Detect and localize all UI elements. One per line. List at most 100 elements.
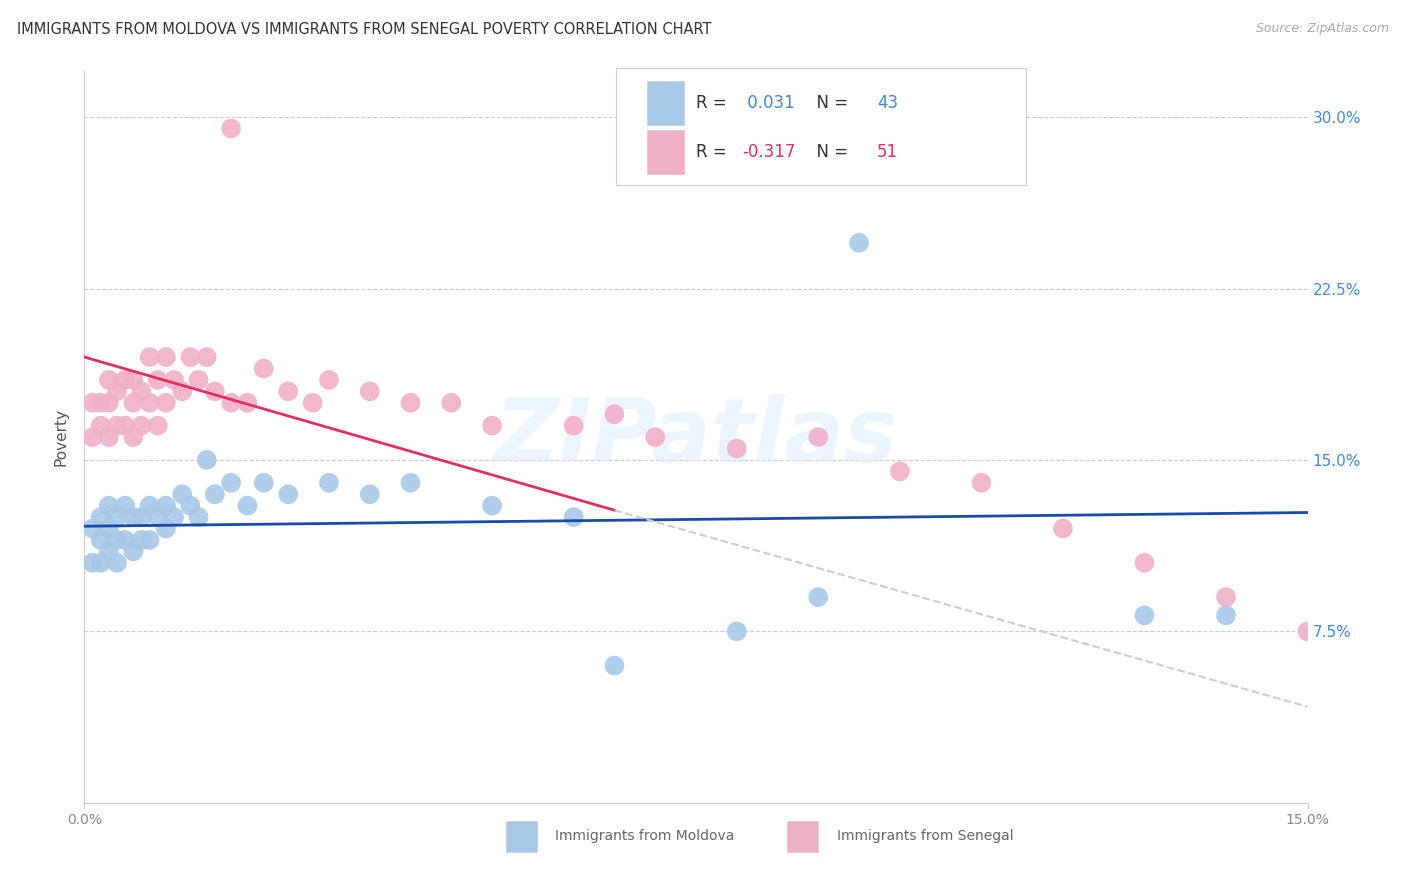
Text: 0.031: 0.031 (742, 94, 796, 112)
Point (122, 430, 145, 444)
Point (219, 475, 242, 490)
Point (138, 396, 160, 410)
Point (90, 418, 112, 433)
Point (359, 384, 381, 399)
Point (114, 373, 136, 387)
Point (1296, 624, 1319, 639)
Text: ZIPatlas: ZIPatlas (495, 393, 897, 481)
Point (155, 396, 177, 410)
Text: 51: 51 (877, 143, 898, 161)
Point (155, 521, 177, 535)
Point (131, 384, 153, 399)
Point (97, 521, 120, 535)
Point (131, 533, 153, 547)
Point (644, 430, 666, 444)
Point (122, 544, 145, 558)
Point (131, 418, 153, 433)
Point (122, 373, 145, 387)
Text: R =: R = (696, 143, 733, 161)
Point (195, 350, 218, 364)
Point (603, 407, 626, 421)
Point (219, 396, 242, 410)
Point (82, 521, 104, 535)
Point (97, 373, 120, 387)
Point (114, 418, 136, 433)
Point (114, 533, 136, 547)
Point (187, 373, 209, 387)
Point (97, 396, 120, 410)
Point (138, 533, 160, 547)
FancyBboxPatch shape (616, 68, 1026, 185)
Point (204, 487, 226, 501)
Point (172, 384, 194, 399)
Point (359, 487, 381, 501)
Point (301, 396, 323, 410)
Point (195, 453, 218, 467)
Text: IMMIGRANTS FROM MOLDOVA VS IMMIGRANTS FROM SENEGAL POVERTY CORRELATION CHART: IMMIGRANTS FROM MOLDOVA VS IMMIGRANTS FR… (17, 22, 711, 37)
Point (172, 487, 194, 501)
Point (481, 418, 503, 433)
Point (122, 510, 145, 524)
Text: N =: N = (806, 143, 853, 161)
Point (105, 533, 128, 547)
Point (1215, 608, 1237, 623)
Point (318, 373, 340, 387)
Text: N =: N = (806, 94, 853, 112)
Point (122, 396, 145, 410)
Point (155, 350, 177, 364)
Point (97, 430, 120, 444)
Point (82, 556, 104, 570)
FancyBboxPatch shape (647, 81, 683, 125)
Point (253, 361, 276, 376)
Point (90, 533, 112, 547)
Point (97, 544, 120, 558)
Point (146, 510, 169, 524)
Point (204, 384, 226, 399)
Point (1215, 590, 1237, 604)
Point (562, 510, 585, 524)
Text: R =: R = (696, 94, 733, 112)
Point (562, 418, 585, 433)
Point (1052, 521, 1074, 535)
Point (318, 475, 340, 490)
Text: Source: ZipAtlas.com: Source: ZipAtlas.com (1256, 22, 1389, 36)
Point (179, 350, 201, 364)
Point (155, 499, 177, 513)
Text: -0.317: -0.317 (742, 143, 796, 161)
Point (163, 510, 186, 524)
Point (481, 499, 503, 513)
Point (187, 510, 209, 524)
Point (440, 396, 463, 410)
Point (146, 418, 169, 433)
Point (807, 430, 830, 444)
Y-axis label: Poverty: Poverty (53, 408, 69, 467)
Point (219, 121, 242, 136)
Point (399, 475, 422, 490)
Point (82, 396, 104, 410)
Point (179, 499, 201, 513)
Point (138, 499, 160, 513)
Point (97, 499, 120, 513)
Point (90, 556, 112, 570)
Point (253, 475, 276, 490)
Point (114, 499, 136, 513)
Point (399, 396, 422, 410)
Point (236, 499, 259, 513)
Point (725, 624, 748, 639)
Text: Immigrants from Senegal: Immigrants from Senegal (837, 830, 1014, 844)
Point (138, 350, 160, 364)
Point (277, 384, 299, 399)
Point (277, 487, 299, 501)
Point (90, 510, 112, 524)
Point (603, 658, 626, 673)
Point (105, 384, 128, 399)
Point (146, 373, 169, 387)
Point (82, 430, 104, 444)
Point (163, 373, 186, 387)
Point (131, 510, 153, 524)
Point (970, 475, 993, 490)
Text: Immigrants from Moldova: Immigrants from Moldova (555, 830, 735, 844)
Text: 43: 43 (877, 94, 898, 112)
Point (105, 418, 128, 433)
Point (1133, 556, 1156, 570)
